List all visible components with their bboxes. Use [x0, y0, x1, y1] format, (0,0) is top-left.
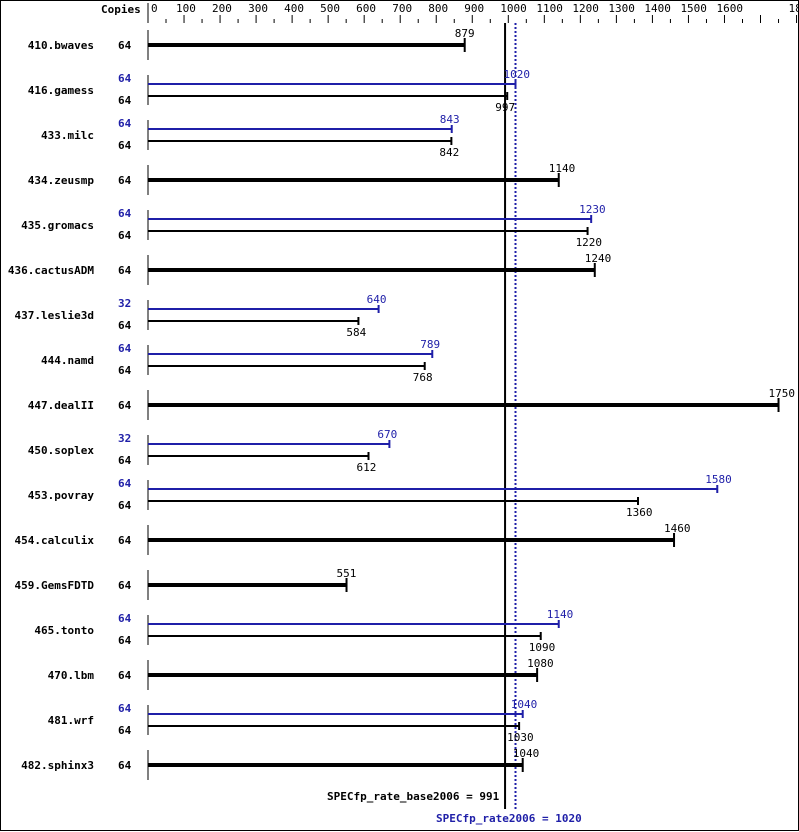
base-value-label: 768 [413, 371, 433, 384]
base-copies: 64 [118, 39, 132, 52]
peak-copies: 64 [118, 207, 132, 220]
benchmark-name: 433.milc [41, 129, 94, 142]
base-copies: 64 [118, 319, 132, 332]
peak-copies: 64 [118, 702, 132, 715]
benchmark-name: 416.gamess [28, 84, 94, 97]
tick-label: 1200 [572, 2, 599, 15]
tick-label: 0 [151, 2, 158, 15]
base-copies: 64 [118, 634, 132, 647]
base-value-label: 1040 [513, 747, 540, 760]
benchmark-name: 444.namd [41, 354, 94, 367]
tick-label: 1800 [789, 2, 799, 15]
tick-label: 1600 [716, 2, 743, 15]
benchmark-name: 459.GemsFDTD [15, 579, 95, 592]
tick-label: 900 [464, 2, 484, 15]
peak-value-label: 640 [367, 293, 387, 306]
peak-value-label: 789 [420, 338, 440, 351]
base-value-label: 1240 [585, 252, 612, 265]
base-value-label: 997 [495, 101, 515, 114]
base-value-label: 1090 [529, 641, 556, 654]
benchmark-name: 454.calculix [15, 534, 95, 547]
tick-label: 600 [356, 2, 376, 15]
copies-header: Copies [101, 3, 141, 16]
tick-label: 1400 [644, 2, 671, 15]
base-copies: 64 [118, 174, 132, 187]
base-copies: 64 [118, 364, 132, 377]
base-value-label: 551 [337, 567, 357, 580]
tick-label: 800 [428, 2, 448, 15]
base-value-label: 1460 [664, 522, 691, 535]
base-copies: 64 [118, 264, 132, 277]
benchmark-name: 450.soplex [28, 444, 95, 457]
peak-value-label: 1580 [705, 473, 732, 486]
base-copies: 64 [118, 454, 132, 467]
tick-label: 200 [212, 2, 232, 15]
base-copies: 64 [118, 499, 132, 512]
base-value-label: 612 [357, 461, 377, 474]
base-copies: 64 [118, 669, 132, 682]
base-copies: 64 [118, 759, 132, 772]
tick-label: 1300 [608, 2, 635, 15]
base-value-label: 1140 [549, 162, 576, 175]
peak-copies: 32 [118, 297, 131, 310]
peak-copies: 64 [118, 477, 132, 490]
benchmark-name: 447.dealII [28, 399, 94, 412]
peak-copies: 64 [118, 72, 132, 85]
peak-value-label: 1040 [511, 698, 538, 711]
benchmark-name: 465.tonto [34, 624, 94, 637]
tick-label: 1000 [500, 2, 527, 15]
benchmark-name: 437.leslie3d [15, 309, 94, 322]
base-summary-label: SPECfp_rate_base2006 = 991 [327, 790, 500, 803]
tick-label: 1100 [536, 2, 563, 15]
tick-label: 700 [392, 2, 412, 15]
base-value-label: 842 [439, 146, 459, 159]
base-value-label: 1220 [576, 236, 603, 249]
base-copies: 64 [118, 724, 132, 737]
benchmark-name: 481.wrf [48, 714, 94, 727]
base-value-label: 584 [346, 326, 366, 339]
base-value-label: 1360 [626, 506, 653, 519]
benchmark-name: 453.povray [28, 489, 95, 502]
peak-copies: 32 [118, 432, 131, 445]
peak-value-label: 1230 [579, 203, 606, 216]
tick-label: 500 [320, 2, 340, 15]
base-copies: 64 [118, 399, 132, 412]
base-copies: 64 [118, 579, 132, 592]
benchmark-name: 435.gromacs [21, 219, 94, 232]
peak-value-label: 670 [377, 428, 397, 441]
base-value-label: 1030 [507, 731, 534, 744]
base-value-label: 1080 [527, 657, 554, 670]
base-copies: 64 [118, 229, 132, 242]
benchmark-name: 436.cactusADM [8, 264, 94, 277]
peak-value-label: 1140 [547, 608, 574, 621]
peak-summary-label: SPECfp_rate2006 = 1020 [436, 812, 582, 825]
peak-copies: 64 [118, 117, 132, 130]
tick-label: 300 [248, 2, 268, 15]
base-copies: 64 [118, 94, 132, 107]
peak-value-label: 1020 [504, 68, 530, 81]
benchmark-name: 482.sphinx3 [21, 759, 94, 772]
base-copies: 64 [118, 139, 132, 152]
tick-label: 400 [284, 2, 304, 15]
peak-copies: 64 [118, 612, 132, 625]
peak-copies: 64 [118, 342, 132, 355]
peak-value-label: 843 [440, 113, 460, 126]
tick-label: 1500 [680, 2, 707, 15]
base-value-label: 1750 [769, 387, 796, 400]
base-copies: 64 [118, 534, 132, 547]
base-value-label: 879 [455, 27, 475, 40]
benchmark-name: 410.bwaves [28, 39, 94, 52]
benchmark-name: 470.lbm [48, 669, 95, 682]
benchmark-name: 434.zeusmp [28, 174, 95, 187]
tick-label: 100 [176, 2, 196, 15]
